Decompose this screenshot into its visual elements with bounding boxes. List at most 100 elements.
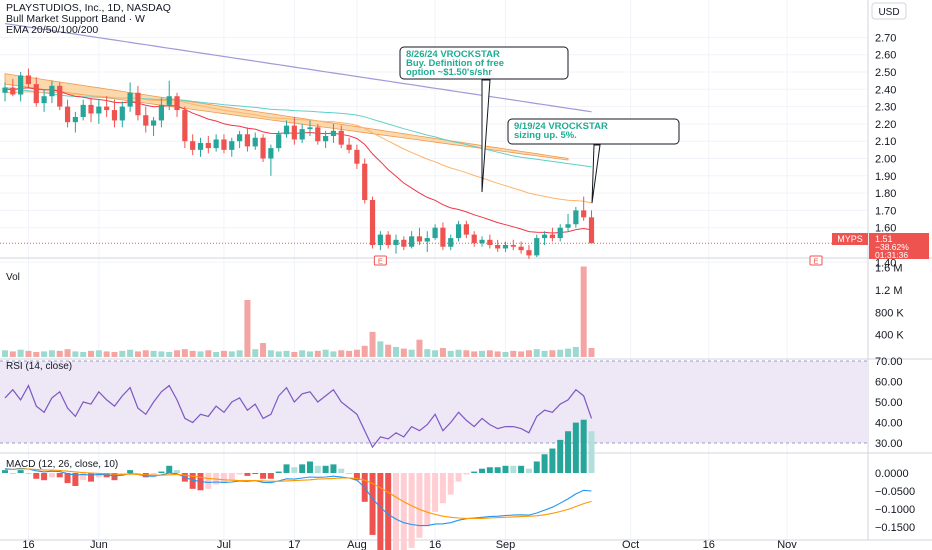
volume-bar: [80, 351, 87, 357]
macd-histogram-bar: [291, 467, 298, 473]
macd-histogram-bar: [510, 465, 517, 473]
volume-bar: [549, 350, 556, 357]
price-tick-label: 1.40: [875, 257, 896, 269]
volume-tick-label: 1.2 M: [875, 285, 903, 297]
candle-body: [479, 239, 485, 244]
currency-button[interactable]: [871, 2, 907, 20]
candle-body: [135, 92, 141, 116]
macd-histogram-bar: [525, 468, 532, 473]
volume-bar: [174, 350, 181, 357]
macd-histogram-bar: [64, 473, 71, 484]
price-tick-label: 1.90: [875, 171, 896, 183]
candle-body: [268, 148, 274, 159]
macd-histogram-bar: [9, 473, 16, 474]
candle-body: [487, 239, 493, 245]
volume-bar: [103, 351, 110, 357]
macd-histogram-bar: [127, 470, 134, 473]
time-tick-label: 16: [703, 539, 715, 550]
candle-body: [174, 96, 180, 111]
macd-histogram-bar: [471, 471, 478, 473]
price-tag-change: −38.62%: [875, 242, 909, 252]
candle-body: [573, 210, 579, 225]
volume-bar: [439, 348, 446, 357]
macd-histogram-bar: [533, 461, 540, 473]
macd-tick-label: −0.1500: [875, 522, 915, 534]
volume-bar: [557, 349, 564, 357]
macd-histogram-bar: [322, 465, 329, 473]
volume-bar: [64, 349, 71, 357]
macd-histogram-bar: [236, 473, 243, 475]
volume-bar: [299, 350, 306, 357]
annotation-text: sizing up. 5%.: [514, 130, 577, 141]
candle-body: [338, 130, 344, 145]
time-tick-label: Oct: [622, 539, 639, 550]
volume-bar: [150, 350, 157, 357]
rsi-tick-label: 50.00: [875, 397, 903, 409]
volume-bar: [72, 351, 79, 357]
price-tick-label: 2.20: [875, 119, 896, 131]
volume-bar: [228, 351, 235, 357]
volume-tick-label: 400 K: [875, 330, 904, 342]
price-tick-label: 2.40: [875, 84, 896, 96]
macd-histogram-bar: [111, 473, 118, 481]
volume-bar: [252, 349, 259, 357]
time-tick-label: Sep: [496, 539, 516, 550]
candle-body: [377, 234, 383, 245]
macd-histogram-bar: [275, 471, 282, 473]
annotation-text: 9/19/24 VROCKSTAR: [514, 121, 608, 132]
volume-bar: [181, 349, 188, 357]
candle-body: [510, 245, 516, 247]
candle-body: [104, 106, 110, 111]
candle-body: [64, 106, 71, 123]
volume-bar: [369, 331, 376, 357]
time-tick-label: Jun: [90, 539, 108, 550]
volume-bar: [314, 350, 321, 357]
macd-histogram-bar: [25, 473, 32, 474]
candle-body: [213, 139, 219, 149]
volume-bar: [565, 348, 572, 357]
macd-pane-label: MACD (12, 26, close, 10): [6, 459, 118, 470]
candle-body: [518, 246, 524, 251]
candle-body: [346, 144, 352, 150]
macd-histogram-bar: [2, 470, 8, 473]
volume-bar: [33, 351, 40, 357]
volume-bar: [95, 350, 102, 357]
volume-bar: [189, 350, 196, 357]
macd-histogram-bar: [502, 465, 509, 473]
macd-histogram-bar: [353, 473, 360, 481]
candle-body: [57, 85, 63, 107]
candle-body: [49, 85, 55, 97]
volume-bar: [361, 345, 368, 357]
ema-lines: [4, 23, 592, 234]
candle-body: [41, 96, 47, 104]
macd-histogram-bar: [72, 473, 79, 486]
macd-histogram-bar: [455, 473, 462, 482]
candle-body: [276, 134, 282, 149]
volume-bar: [408, 349, 415, 357]
earnings-marker: E: [809, 255, 823, 266]
macd-histogram-bar: [439, 473, 446, 504]
candle-body: [2, 87, 8, 93]
candle-body: [362, 163, 368, 201]
macd-histogram-bar: [494, 467, 501, 473]
volume-bar: [486, 350, 493, 357]
volume-bar: [41, 351, 48, 357]
rsi-band: [0, 361, 868, 443]
macd-histogram-bar: [48, 473, 55, 478]
macd-line: [4, 467, 592, 527]
macd-tick-label: −0.1000: [875, 504, 915, 516]
macd-histogram-bar: [580, 419, 587, 473]
candle-body: [33, 84, 39, 104]
rsi-tick-label: 60.00: [875, 377, 903, 389]
volume-bar: [377, 341, 384, 357]
volume-bar: [56, 350, 63, 357]
rsi-pane: [0, 360, 868, 449]
candle-body: [534, 238, 540, 256]
macd-histogram-bar: [158, 471, 165, 473]
volume-bar: [283, 350, 290, 357]
macd-histogram-bar: [166, 465, 173, 473]
volume-bar: [322, 349, 329, 357]
